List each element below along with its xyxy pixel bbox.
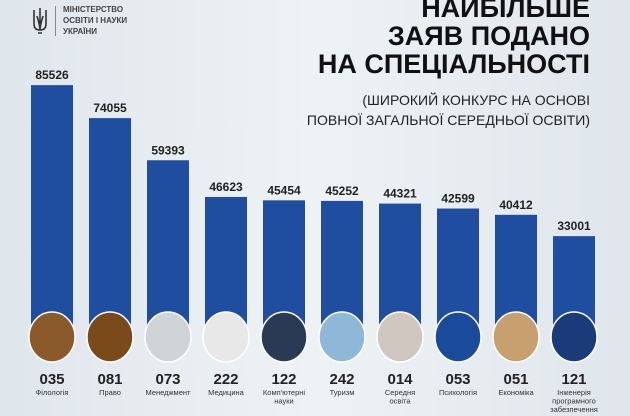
bar (205, 196, 247, 331)
category-code: 035 (39, 371, 64, 388)
category-label: освіта (389, 397, 411, 406)
bar (437, 208, 479, 331)
category-image (260, 311, 308, 363)
bar-value-label: 40412 (499, 198, 533, 212)
title-line: НАЙБІЛЬШЕ (421, 0, 590, 23)
bar-value-label: 44321 (383, 187, 417, 201)
bar (147, 160, 189, 331)
category-code: 073 (155, 371, 180, 388)
category-label: Середня (385, 388, 415, 397)
title-line: ЗАЯВ ПОДАНО (387, 21, 590, 51)
chart-subtitle: (ШИРОКИЙ КОНКУРС НА ОСНОВІ ПОВНОЇ ЗАГАЛЬ… (307, 90, 590, 130)
logo-line: МІНІСТЕРСТВО (63, 5, 124, 14)
category-code: 122 (271, 371, 296, 388)
category-code: 121 (561, 371, 586, 388)
logo-line: ОСВІТИ І НАУКИ (63, 16, 128, 25)
category-image (86, 311, 134, 363)
category-label: Право (99, 388, 121, 397)
category-image (434, 311, 482, 363)
bar-value-label: 42599 (441, 192, 475, 206)
title-line: НА СПЕЦІАЛЬНОСТІ (317, 49, 590, 79)
category-image (550, 311, 598, 363)
category-label: Медицина (208, 388, 245, 397)
category-label: Туризм (330, 388, 355, 397)
category-label: Інженерія (557, 388, 591, 397)
category-image (376, 311, 424, 363)
category-code: 053 (445, 371, 470, 388)
trident-icon (33, 7, 47, 34)
bar (379, 203, 421, 331)
bar (89, 118, 131, 331)
bar-value-label: 74055 (93, 101, 127, 115)
bar-value-label: 45454 (267, 183, 301, 197)
bar (263, 200, 305, 331)
subtitle-line: ПОВНОЇ ЗАГАЛЬНОЇ СЕРЕДНЬОЇ ОСВІТИ) (306, 112, 590, 128)
category-label: Психологія (439, 388, 477, 397)
category-label: програмного (552, 397, 596, 406)
category-label: науки (274, 397, 293, 406)
category-label: Комп'ютерні (263, 388, 305, 397)
divider (55, 5, 56, 36)
category-code: 222 (213, 371, 238, 388)
bar-value-label: 85526 (35, 68, 69, 82)
category-image (492, 311, 540, 363)
bar (321, 200, 363, 331)
logo-line: УКРАЇНИ (63, 27, 98, 36)
category-label: забезпечення (550, 405, 598, 414)
chart-title: НАЙБІЛЬШЕ ЗАЯВ ПОДАНО НА СПЕЦІАЛЬНОСТІ (318, 0, 590, 78)
bar-value-label: 45252 (325, 184, 359, 198)
category-code: 081 (97, 371, 122, 388)
category-image (318, 311, 366, 363)
category-image (28, 311, 76, 363)
category-image (144, 311, 192, 363)
category-label: Економіка (498, 388, 534, 397)
ministry-logo: МІНІСТЕРСТВО ОСВІТИ І НАУКИ УКРАЇНИ (32, 4, 127, 37)
category-code: 014 (387, 371, 413, 388)
category-code: 242 (329, 371, 354, 388)
category-label: Філологія (36, 388, 69, 397)
category-image (202, 311, 250, 363)
bar-value-label: 46623 (209, 180, 243, 194)
bar (31, 85, 73, 331)
bar-value-label: 33001 (557, 219, 591, 233)
category-code: 051 (503, 371, 528, 388)
bar-value-label: 59393 (151, 143, 185, 157)
category-label: Менеджмент (146, 388, 192, 397)
subtitle-line: (ШИРОКИЙ КОНКУРС НА ОСНОВІ (362, 92, 590, 108)
